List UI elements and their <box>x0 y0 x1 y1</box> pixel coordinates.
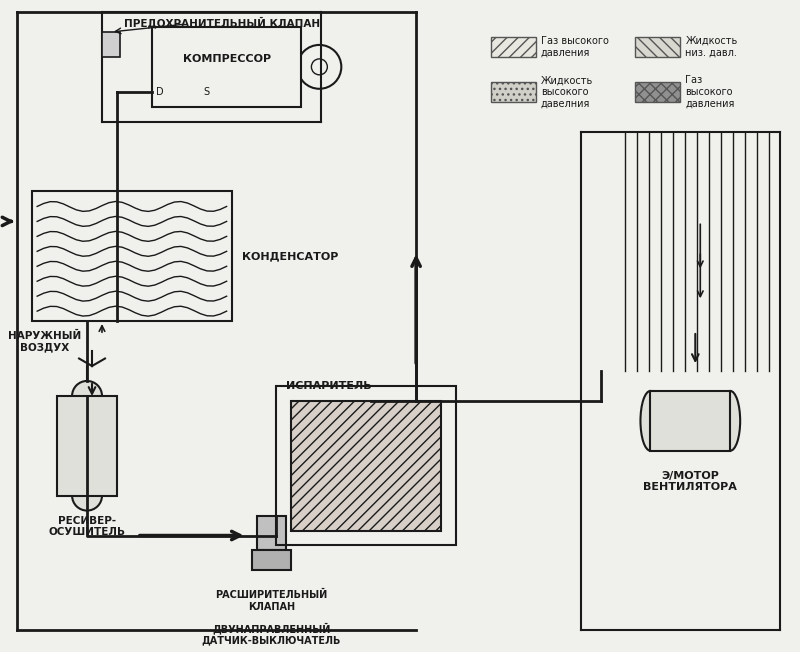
Text: ПРЕДОХРАНИТЕЛЬНЫЙ КЛАПАН: ПРЕДОХРАНИТЕЛЬНЫЙ КЛАПАН <box>123 16 320 28</box>
Text: Газ высокого
давления: Газ высокого давления <box>541 36 609 58</box>
Circle shape <box>72 381 102 411</box>
Bar <box>277 386 456 546</box>
Bar <box>291 401 441 531</box>
Text: КОМПРЕССОР: КОМПРЕССОР <box>182 54 270 64</box>
Text: D: D <box>156 87 164 96</box>
Text: РЕСИВЕР-
ОСУШИТЕЛЬ: РЕСИВЕР- ОСУШИТЕЛЬ <box>49 516 126 537</box>
Circle shape <box>72 481 102 511</box>
Bar <box>491 82 536 102</box>
Bar <box>635 37 680 57</box>
Bar <box>650 391 730 451</box>
Bar <box>251 550 291 570</box>
Text: НАРУЖНЫЙ
ВОЗДУХ: НАРУЖНЫЙ ВОЗДУХ <box>7 331 81 353</box>
Bar <box>102 32 120 57</box>
Bar <box>32 192 232 321</box>
Text: РАСШИРИТЕЛЬНЫЙ
КЛАПАН: РАСШИРИТЕЛЬНЫЙ КЛАПАН <box>215 590 328 612</box>
Bar <box>152 27 302 107</box>
Text: Жидкость
низ. давл.: Жидкость низ. давл. <box>686 36 738 58</box>
Text: Жидкость
высокого
давелния: Жидкость высокого давелния <box>541 75 593 108</box>
Bar <box>491 37 536 57</box>
Text: Э/МОТОР
ВЕНТИЛЯТОРА: Э/МОТОР ВЕНТИЛЯТОРА <box>643 471 738 492</box>
Text: S: S <box>204 87 210 96</box>
Text: Газ
высокого
давления: Газ высокого давления <box>686 75 734 108</box>
Text: ДВУНАПРАВЛЕННЫЙ
ДАТЧИК-ВЫКЛЮЧАТЕЛЬ: ДВУНАПРАВЛЕННЫЙ ДАТЧИК-ВЫКЛЮЧАТЕЛЬ <box>202 622 342 645</box>
Text: КОНДЕНСАТОР: КОНДЕНСАТОР <box>242 251 338 261</box>
Bar <box>257 516 286 550</box>
Bar <box>57 396 117 496</box>
Bar <box>635 82 680 102</box>
Ellipse shape <box>720 391 740 451</box>
Text: ИСПАРИТЕЛЬ: ИСПАРИТЕЛЬ <box>286 381 372 391</box>
Ellipse shape <box>641 391 660 451</box>
